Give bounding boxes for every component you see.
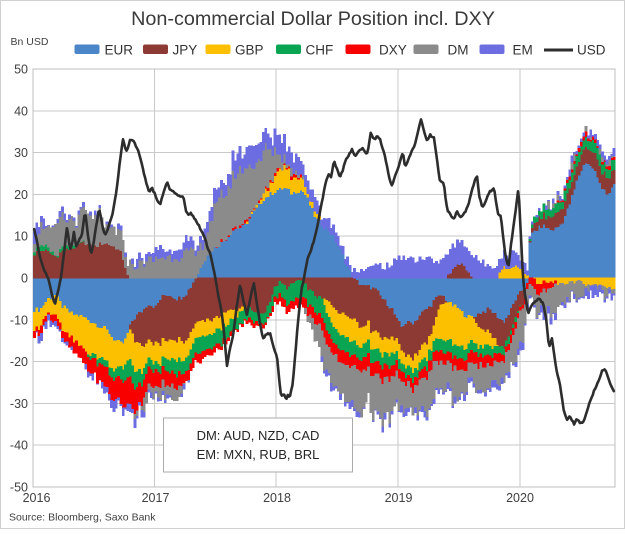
svg-text:EM: EM: [513, 43, 533, 58]
svg-text:30: 30: [14, 146, 28, 160]
svg-text:2017: 2017: [142, 491, 170, 505]
svg-text:2020: 2020: [506, 491, 534, 505]
svg-text:2019: 2019: [385, 491, 413, 505]
svg-text:Non-commercial Dollar Position: Non-commercial Dollar Position incl. DXY: [131, 8, 495, 30]
svg-text:-40: -40: [10, 439, 28, 453]
svg-text:CHF: CHF: [306, 43, 334, 58]
svg-text:GBP: GBP: [235, 43, 264, 58]
svg-text:Bn USD: Bn USD: [11, 36, 49, 48]
svg-text:40: 40: [14, 104, 28, 118]
svg-text:2016: 2016: [23, 491, 51, 505]
svg-text:EM: MXN, RUB, BRL: EM: MXN, RUB, BRL: [197, 447, 320, 462]
svg-text:20: 20: [14, 188, 28, 202]
svg-text:2018: 2018: [263, 491, 291, 505]
svg-text:DM: AUD, NZD, CAD: DM: AUD, NZD, CAD: [197, 428, 320, 443]
svg-text:USD: USD: [577, 43, 606, 58]
svg-text:-30: -30: [10, 397, 28, 411]
svg-text:EUR: EUR: [105, 43, 134, 58]
svg-text:50: 50: [14, 63, 28, 77]
svg-text:-50: -50: [10, 481, 28, 495]
svg-text:-10: -10: [10, 313, 28, 327]
svg-text:Source: Bloomberg, Saxo Bank: Source: Bloomberg, Saxo Bank: [9, 512, 156, 524]
svg-text:10: 10: [14, 230, 28, 244]
svg-text:-20: -20: [10, 355, 28, 369]
svg-text:JPY: JPY: [173, 43, 198, 58]
svg-text:DXY: DXY: [379, 43, 407, 58]
svg-text:0: 0: [21, 272, 28, 286]
svg-text:DM: DM: [448, 43, 469, 58]
